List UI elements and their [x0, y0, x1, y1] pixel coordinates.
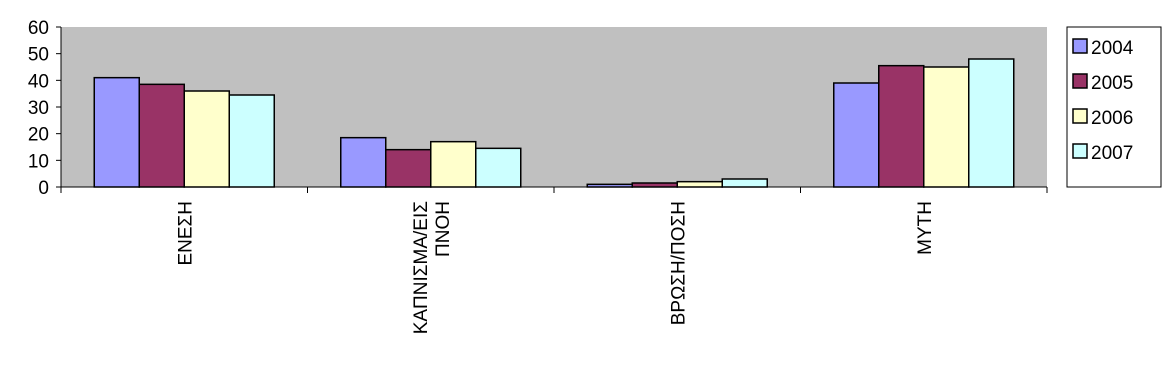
x-category-label: ΕΝΕΣΗ [175, 201, 196, 266]
x-category-label: ΒΡΩΣΗ/ΠΟΣΗ [668, 201, 689, 325]
y-tick-label: 10 [28, 151, 49, 172]
legend: 2004 2005 2006 2007 [1066, 26, 1162, 188]
bar-2006-4 [923, 66, 970, 188]
legend-label-2007: 2007 [1091, 143, 1133, 164]
bar-2006-2 [430, 140, 477, 188]
legend-label-2004: 2004 [1091, 38, 1134, 59]
legend-swatch-2004 [1072, 38, 1088, 54]
bar-2005-3 [631, 182, 678, 188]
bars [93, 58, 1015, 188]
y-tick-label: 0 [38, 178, 49, 199]
legend-swatch-2006 [1072, 108, 1088, 124]
x-category-label: ΠΝΟΗ [433, 201, 454, 257]
bar-2007-3 [721, 178, 768, 188]
bar-2007-1 [228, 94, 275, 188]
x-category-label: ΜΥΤΗ [915, 201, 936, 255]
y-tick-label: 60 [28, 18, 49, 39]
y-tick-label: 40 [28, 71, 49, 92]
bar-2005-2 [385, 148, 432, 188]
bar-2005-1 [138, 83, 185, 188]
bar-2006-3 [676, 180, 723, 188]
bar-2007-4 [968, 58, 1015, 188]
axes: 0 10 20 30 40 50 60 ΕΝΕΣΗ ΚΑΠΝΙΣΜΑ/ΕΙΣ ΠΝΟΗ ΒΡΩΣΗ/… [28, 18, 1048, 334]
bar-2006-1 [183, 90, 230, 188]
bar-2004-1 [93, 76, 140, 188]
bar-2004-2 [340, 136, 387, 188]
bar-2005-4 [878, 64, 925, 188]
y-tick-label: 20 [28, 125, 49, 146]
legend-label-2006: 2006 [1091, 108, 1133, 129]
x-category-label: ΚΑΠΝΙΣΜΑ/ΕΙΣ [411, 201, 432, 334]
legend-swatch-2005 [1072, 73, 1088, 89]
y-tick-label: 50 [28, 45, 49, 66]
legend-label-2005: 2005 [1091, 73, 1133, 94]
legend-swatch-2007 [1072, 143, 1088, 159]
y-tick-label: 30 [28, 98, 49, 119]
bar-2004-4 [833, 82, 880, 188]
bar-2007-2 [475, 147, 522, 188]
